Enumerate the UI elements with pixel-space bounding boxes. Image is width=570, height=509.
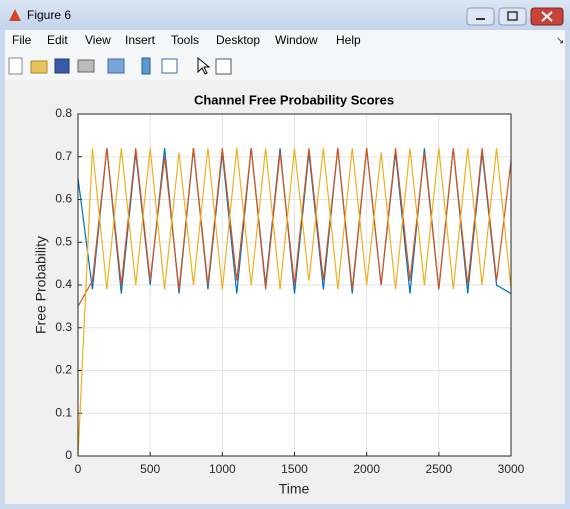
y-tick-label: 0 — [65, 448, 72, 462]
series-line — [77, 148, 512, 457]
x-axis-label: Time — [279, 481, 310, 497]
axes-box — [77, 113, 512, 457]
menu-item[interactable]: Insert — [125, 33, 156, 47]
y-tick-label: 0.1 — [55, 405, 72, 419]
y-tick-label: 0.4 — [55, 277, 72, 291]
y-axis-label: Free Probability — [33, 236, 49, 334]
x-tick-label: 500 — [140, 462, 160, 476]
menu-item[interactable]: View — [85, 33, 111, 47]
y-tick-label: 0.6 — [55, 192, 72, 206]
menu-item[interactable]: Tools — [171, 33, 199, 47]
maximize-icon — [507, 11, 518, 21]
x-tick-label: 2500 — [425, 462, 452, 476]
print-icon[interactable] — [77, 59, 95, 73]
menu-items: File Edit View Insert Tools Desktop Window Help — [12, 33, 361, 47]
menu-item[interactable]: Help — [336, 33, 361, 47]
series-line — [77, 148, 512, 307]
chart-title: Channel Free Probability Scores — [194, 92, 394, 107]
y-tick-label: 0.2 — [55, 363, 72, 377]
y-tick-label: 0.5 — [55, 234, 72, 248]
legend-icon[interactable] — [161, 58, 178, 74]
property-icon[interactable] — [215, 58, 232, 75]
menu-bar — [5, 30, 565, 52]
close-icon — [541, 11, 553, 22]
minimize-button[interactable] — [466, 7, 495, 26]
save-icon[interactable] — [54, 58, 70, 74]
minimize-icon — [476, 18, 485, 20]
menu-item[interactable]: Desktop — [216, 33, 260, 47]
menu-item[interactable]: File — [12, 33, 32, 47]
app-icon — [9, 9, 21, 21]
x-tick-label: 3000 — [498, 462, 525, 476]
link-icon[interactable] — [107, 58, 125, 74]
x-tick-label: 1000 — [209, 462, 236, 476]
toolbar-icons — [8, 56, 232, 75]
y-tick-label: 0.8 — [55, 106, 72, 120]
y-tick-label: 0.3 — [55, 320, 72, 334]
menu-item[interactable]: Edit — [47, 33, 68, 47]
pointer-icon[interactable] — [197, 56, 211, 75]
menu-dock-arrow[interactable]: ↘ — [556, 36, 564, 47]
maximize-button[interactable] — [498, 7, 527, 26]
x-tick-label: 2000 — [353, 462, 380, 476]
x-tick-label: 0 — [75, 462, 82, 476]
y-tick-label: 0.7 — [55, 149, 72, 163]
toolbar — [5, 52, 565, 80]
menu-item[interactable]: Window — [275, 33, 318, 47]
colorbar-icon[interactable] — [141, 57, 151, 75]
new-icon[interactable] — [8, 57, 23, 75]
window-title: Figure 6 — [27, 8, 71, 22]
open-icon[interactable] — [30, 60, 48, 74]
x-tick-label: 1500 — [281, 462, 308, 476]
